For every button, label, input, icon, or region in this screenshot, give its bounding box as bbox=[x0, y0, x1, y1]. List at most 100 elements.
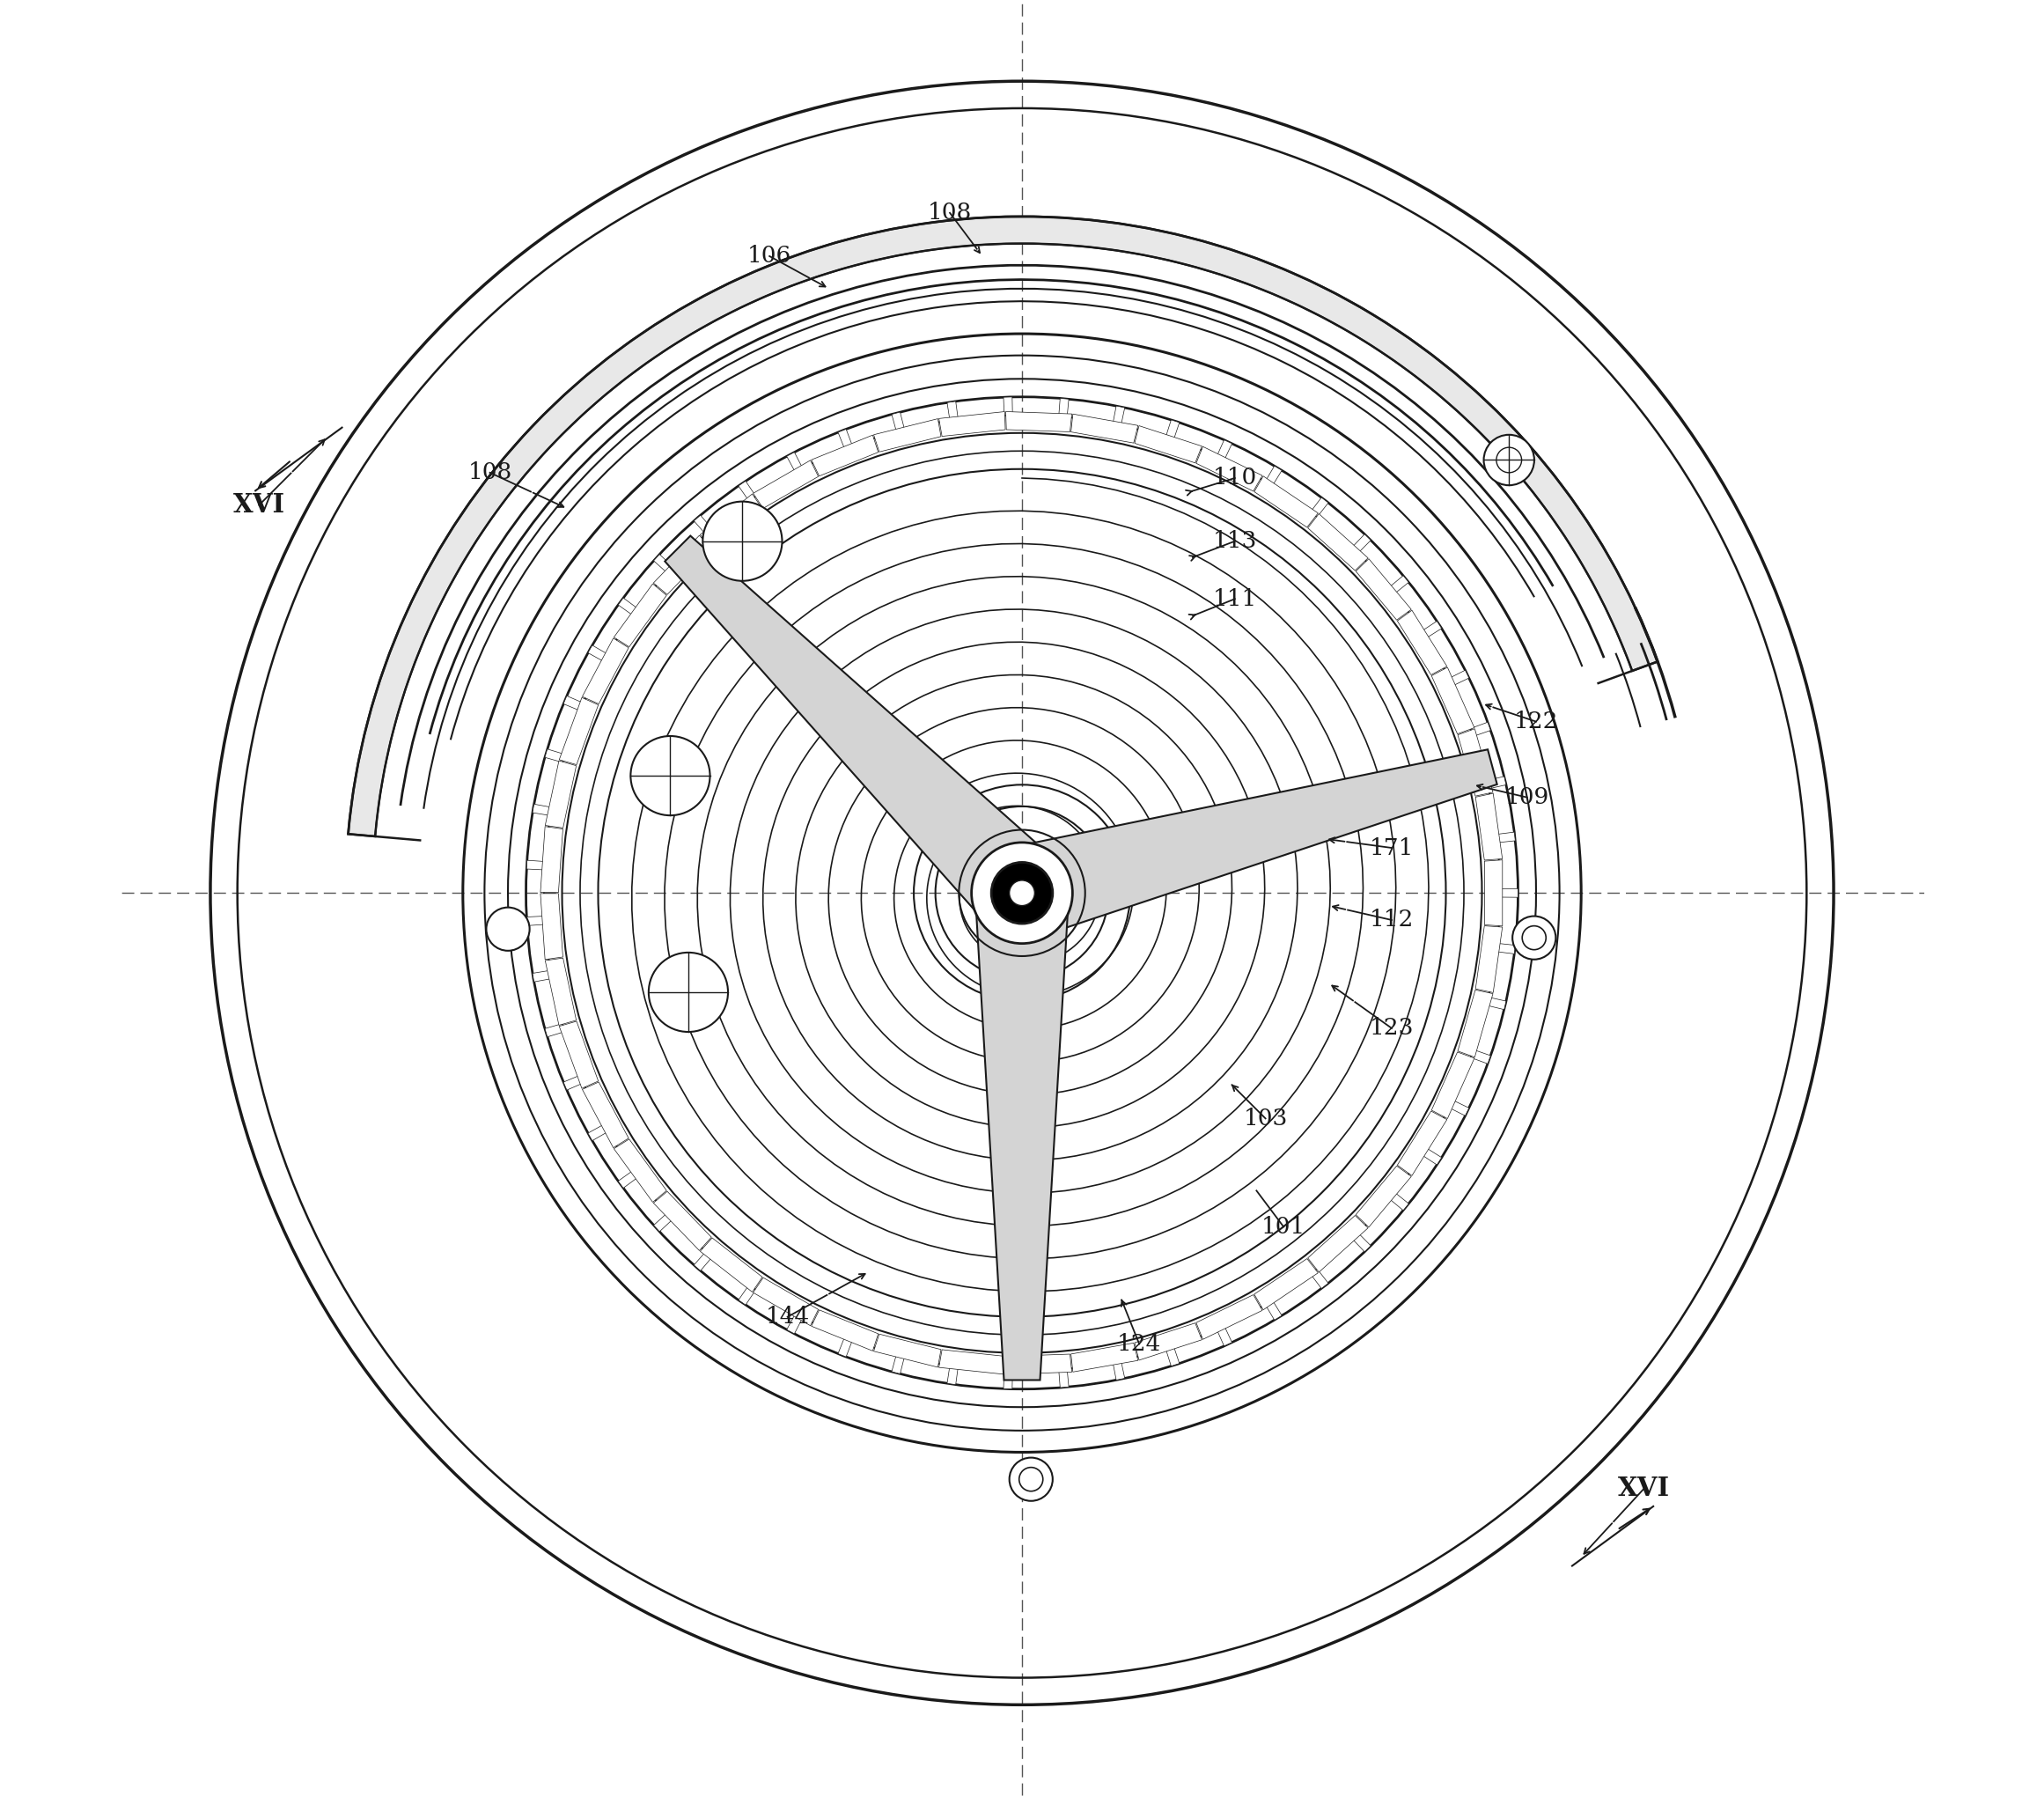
Circle shape bbox=[703, 502, 783, 581]
Polygon shape bbox=[1353, 1232, 1372, 1252]
Polygon shape bbox=[693, 516, 711, 534]
Polygon shape bbox=[1004, 397, 1012, 415]
Polygon shape bbox=[838, 429, 852, 449]
Polygon shape bbox=[1134, 1322, 1202, 1360]
Text: 103: 103 bbox=[1243, 1108, 1288, 1129]
Text: 108: 108 bbox=[468, 462, 513, 483]
Polygon shape bbox=[873, 1335, 940, 1367]
Polygon shape bbox=[1476, 925, 1502, 992]
Polygon shape bbox=[1431, 667, 1474, 734]
Polygon shape bbox=[546, 761, 576, 828]
Circle shape bbox=[991, 862, 1053, 924]
Polygon shape bbox=[1457, 729, 1492, 796]
Polygon shape bbox=[527, 916, 546, 925]
Polygon shape bbox=[738, 1284, 756, 1304]
Polygon shape bbox=[1134, 426, 1202, 464]
Polygon shape bbox=[1006, 1355, 1071, 1375]
Polygon shape bbox=[1165, 420, 1179, 440]
Text: 123: 123 bbox=[1369, 1017, 1414, 1039]
Polygon shape bbox=[1165, 1346, 1179, 1366]
Circle shape bbox=[1496, 447, 1521, 473]
Polygon shape bbox=[787, 453, 803, 473]
Polygon shape bbox=[664, 536, 1055, 925]
Circle shape bbox=[1020, 1467, 1042, 1492]
Text: 124: 124 bbox=[1118, 1333, 1161, 1355]
Text: 171: 171 bbox=[1369, 837, 1414, 859]
Polygon shape bbox=[533, 971, 552, 981]
Text: 122: 122 bbox=[1515, 711, 1558, 732]
Polygon shape bbox=[938, 1349, 1006, 1375]
Text: 101: 101 bbox=[1261, 1216, 1306, 1238]
Polygon shape bbox=[1310, 1268, 1329, 1288]
Polygon shape bbox=[617, 597, 638, 615]
Polygon shape bbox=[693, 1252, 711, 1270]
Polygon shape bbox=[1431, 1052, 1474, 1118]
Polygon shape bbox=[873, 419, 940, 451]
Polygon shape bbox=[811, 435, 879, 476]
Polygon shape bbox=[1398, 610, 1447, 675]
Polygon shape bbox=[654, 1191, 711, 1250]
Polygon shape bbox=[617, 1171, 638, 1189]
Text: XVI: XVI bbox=[233, 492, 284, 518]
Polygon shape bbox=[589, 1124, 607, 1140]
Polygon shape bbox=[1449, 671, 1470, 686]
Circle shape bbox=[971, 842, 1073, 943]
Text: 109: 109 bbox=[1504, 787, 1549, 808]
Circle shape bbox=[486, 907, 529, 951]
Polygon shape bbox=[1010, 749, 1496, 938]
Polygon shape bbox=[946, 400, 959, 420]
Polygon shape bbox=[1059, 1369, 1069, 1387]
Polygon shape bbox=[1423, 621, 1441, 639]
Polygon shape bbox=[1071, 1342, 1139, 1373]
Polygon shape bbox=[1496, 832, 1515, 842]
Circle shape bbox=[648, 953, 728, 1032]
Polygon shape bbox=[1255, 1259, 1318, 1310]
Polygon shape bbox=[560, 698, 599, 765]
Polygon shape bbox=[1265, 1301, 1282, 1321]
Polygon shape bbox=[589, 646, 607, 662]
Text: 106: 106 bbox=[748, 245, 791, 267]
Circle shape bbox=[1523, 925, 1545, 949]
Polygon shape bbox=[654, 554, 672, 574]
Polygon shape bbox=[564, 696, 583, 711]
Polygon shape bbox=[787, 1313, 803, 1333]
Circle shape bbox=[1513, 916, 1555, 960]
Polygon shape bbox=[1071, 413, 1139, 444]
Polygon shape bbox=[613, 1138, 666, 1201]
Polygon shape bbox=[1310, 498, 1329, 518]
Polygon shape bbox=[540, 826, 562, 893]
Polygon shape bbox=[891, 411, 905, 431]
Polygon shape bbox=[1196, 1295, 1263, 1339]
Polygon shape bbox=[752, 460, 818, 509]
Circle shape bbox=[1484, 435, 1535, 485]
Polygon shape bbox=[1398, 1111, 1447, 1176]
Polygon shape bbox=[1353, 534, 1372, 554]
Polygon shape bbox=[1390, 575, 1408, 594]
Polygon shape bbox=[654, 536, 711, 595]
Polygon shape bbox=[1265, 465, 1282, 485]
Polygon shape bbox=[1476, 794, 1502, 861]
Circle shape bbox=[1010, 1458, 1053, 1501]
Polygon shape bbox=[546, 749, 564, 763]
Polygon shape bbox=[1216, 440, 1233, 460]
Polygon shape bbox=[1112, 1360, 1124, 1380]
Text: 113: 113 bbox=[1212, 530, 1257, 552]
Polygon shape bbox=[1496, 943, 1515, 954]
Polygon shape bbox=[1486, 998, 1506, 1010]
Polygon shape bbox=[938, 411, 1006, 437]
Polygon shape bbox=[540, 893, 562, 960]
Text: 110: 110 bbox=[1212, 467, 1257, 489]
Polygon shape bbox=[1255, 476, 1318, 527]
Polygon shape bbox=[1500, 889, 1519, 897]
Polygon shape bbox=[1449, 1100, 1470, 1115]
Polygon shape bbox=[1390, 1192, 1408, 1210]
Text: 108: 108 bbox=[928, 202, 973, 224]
Polygon shape bbox=[546, 1023, 564, 1037]
Polygon shape bbox=[1484, 861, 1502, 925]
Polygon shape bbox=[560, 1021, 599, 1088]
Circle shape bbox=[1010, 880, 1034, 906]
Polygon shape bbox=[583, 639, 630, 704]
Polygon shape bbox=[583, 1082, 630, 1147]
Polygon shape bbox=[533, 805, 552, 815]
Polygon shape bbox=[1004, 1371, 1012, 1389]
